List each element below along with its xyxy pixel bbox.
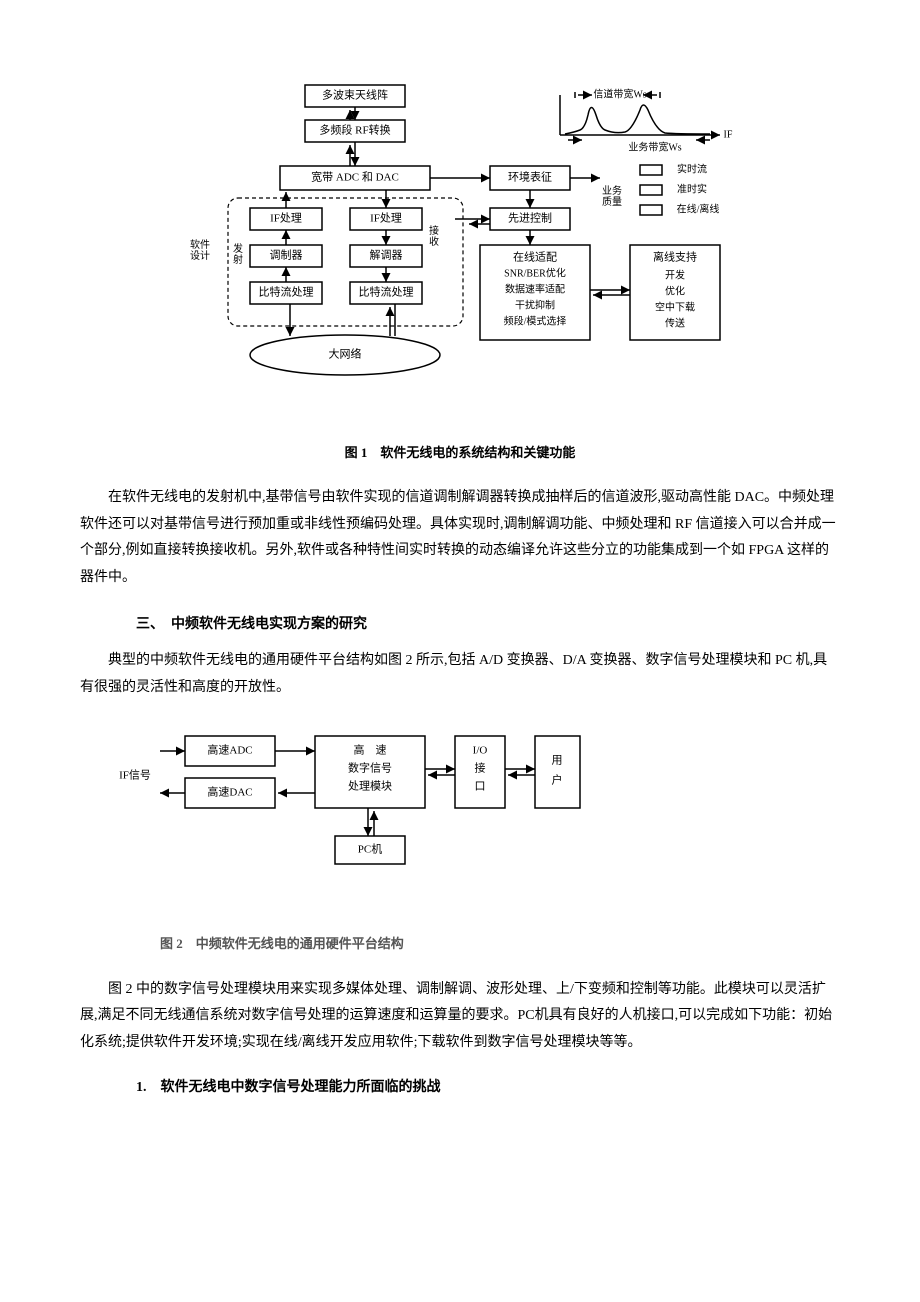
svg-text:传送: 传送 — [665, 316, 685, 329]
paragraph-1: 在软件无线电的发射机中,基带信号由软件实现的信道调制解调器转换成抽样后的信道波形… — [80, 485, 840, 591]
rx-label: 接收 — [429, 224, 439, 248]
if-right-box: IF处理 — [370, 212, 402, 225]
svg-text:实时流: 实时流 — [677, 162, 707, 175]
svg-text:数字信号: 数字信号 — [348, 761, 392, 775]
mod-box: 调制器 — [270, 249, 303, 262]
adc-dac-box: 宽带 ADC 和 DAC — [311, 170, 399, 184]
svg-text:优化: 优化 — [665, 284, 685, 297]
svg-text:在线/离线: 在线/离线 — [677, 202, 720, 215]
dsp-box-line1: 高 速 — [354, 743, 387, 757]
heading-3: 三、 中频软件无线电实现方案的研究 — [80, 612, 840, 639]
stream-label: 业务质量 — [602, 184, 622, 208]
pc-box: PC机 — [358, 842, 382, 856]
service-bw-label: 业务带宽Ws — [628, 140, 681, 153]
io-box-line1: I/O — [473, 745, 488, 757]
svg-text:开发: 开发 — [665, 268, 685, 281]
svg-text:SNR/BER优化: SNR/BER优化 — [504, 266, 566, 279]
svg-text:接: 接 — [475, 762, 486, 775]
svg-text:数据速率适配: 数据速率适配 — [505, 282, 565, 295]
bit-right-box: 比特流处理 — [359, 285, 414, 299]
figure-1-caption: 图 1 软件无线电的系统结构和关键功能 — [80, 441, 840, 466]
figure-2-svg: IF信号 高速ADC 高速DAC 高 速 数字信号 处理模块 I/O 接 口 用… — [110, 721, 610, 901]
dac-box: 高速DAC — [207, 785, 252, 799]
antenna-box: 多波束天线阵 — [322, 88, 388, 102]
adc-box: 高速ADC — [207, 743, 252, 757]
channel-bw-label: 信道带宽Ws — [593, 87, 646, 100]
paragraph-2: 典型的中频软件无线电的通用硬件平台结构如图 2 所示,包括 A/D 变换器、D/… — [80, 648, 840, 701]
subheading-1: 1. 软件无线电中数字信号处理能力所面临的挑战 — [80, 1075, 840, 1102]
if-left-box: IF处理 — [270, 212, 302, 225]
adv-ctrl-box: 先进控制 — [508, 211, 552, 225]
figure-1: 信道带宽Ws 业务带宽Ws IF 实时流 准时实 在线/离线 业务质量 多波束天… — [80, 80, 840, 421]
if-label: IF — [724, 129, 733, 140]
spectrum-sketch: 信道带宽Ws 业务带宽Ws IF — [560, 87, 733, 153]
svg-text:空中下载: 空中下载 — [655, 300, 695, 313]
svg-text:干扰抑制: 干扰抑制 — [515, 298, 555, 311]
if-signal-label: IF信号 — [119, 769, 151, 782]
demod-box: 解调器 — [370, 248, 403, 262]
rf-box: 多频段 RF转换 — [319, 123, 390, 137]
svg-text:准时实: 准时实 — [677, 182, 707, 195]
svg-text:频段/模式选择: 频段/模式选择 — [504, 314, 567, 327]
bit-left-box: 比特流处理 — [259, 285, 314, 299]
svg-text:处理模块: 处理模块 — [348, 780, 392, 793]
user-box-line1: 用 — [552, 755, 563, 767]
env-box: 环境表征 — [508, 170, 552, 184]
svg-text:口: 口 — [475, 781, 486, 793]
figure-1-svg: 信道带宽Ws 业务带宽Ws IF 实时流 准时实 在线/离线 业务质量 多波束天… — [180, 80, 740, 410]
legend: 实时流 准时实 在线/离线 — [640, 162, 719, 215]
tx-label: 发射 — [233, 242, 243, 266]
adapt-title: 在线适配 — [513, 250, 557, 264]
figure-2-caption: 图 2 中频软件无线电的通用硬件平台结构 — [80, 932, 840, 957]
sw-design-label: 软件设计 — [190, 238, 210, 262]
figure-2: IF信号 高速ADC 高速DAC 高 速 数字信号 处理模块 I/O 接 口 用… — [80, 721, 840, 912]
offline-title: 离线支持 — [653, 250, 697, 264]
bignet-node: 大网络 — [329, 347, 362, 361]
svg-text:户: 户 — [552, 773, 563, 787]
paragraph-3: 图 2 中的数字信号处理模块用来实现多媒体处理、调制解调、波形处理、上/下变频和… — [80, 977, 840, 1057]
